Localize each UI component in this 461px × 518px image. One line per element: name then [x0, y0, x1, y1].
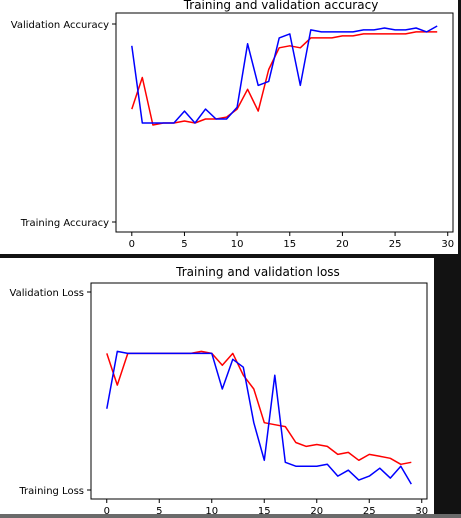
- chart-title: Training and validation loss: [175, 265, 340, 279]
- x-tick-label: 30: [441, 239, 454, 250]
- x-tick-label: 15: [258, 506, 271, 514]
- x-tick-label: 15: [283, 239, 296, 250]
- x-tick-label: 30: [415, 506, 428, 514]
- x-tick-label: 5: [156, 506, 162, 514]
- y-tick-label: Training Accuracy: [20, 218, 109, 229]
- loss-chart: Training and validation loss 0 5 10 15 20 25 3…: [10, 265, 429, 517]
- x-tick-label: 25: [389, 239, 402, 250]
- x-tick-label: 10: [205, 506, 218, 514]
- chart-title: Training and validation accuracy: [183, 0, 379, 12]
- x-tick-label: 25: [363, 506, 376, 514]
- series-line-blue: [131, 25, 438, 124]
- x-tick-label: 20: [336, 239, 349, 250]
- x-tick-label: 0: [129, 239, 135, 250]
- accuracy-chart: Training and validation accuracy 0 5 10 15 2…: [11, 0, 454, 250]
- accuracy-chart-panel: Training and validation accuracy 0 5 10 15 2…: [0, 0, 458, 254]
- series-line-blue: [106, 350, 412, 485]
- x-tick-label: 10: [231, 239, 244, 250]
- y-tick-label: Validation Accuracy: [11, 20, 109, 31]
- window-bottom-edge: [0, 514, 461, 518]
- x-tick-label: 5: [181, 239, 187, 250]
- series-line-red: [106, 350, 412, 466]
- loss-chart-panel: Training and validation loss 0 5 10 15 20 25 3…: [0, 258, 434, 517]
- plot-frame: [115, 12, 454, 233]
- series-line-red: [131, 31, 438, 126]
- x-tick-label: 0: [104, 506, 110, 514]
- x-tick-label: 20: [310, 506, 323, 514]
- y-tick-label: Training Loss: [18, 486, 84, 497]
- y-tick-label: Validation Loss: [10, 288, 85, 299]
- plot-frame: [90, 282, 428, 500]
